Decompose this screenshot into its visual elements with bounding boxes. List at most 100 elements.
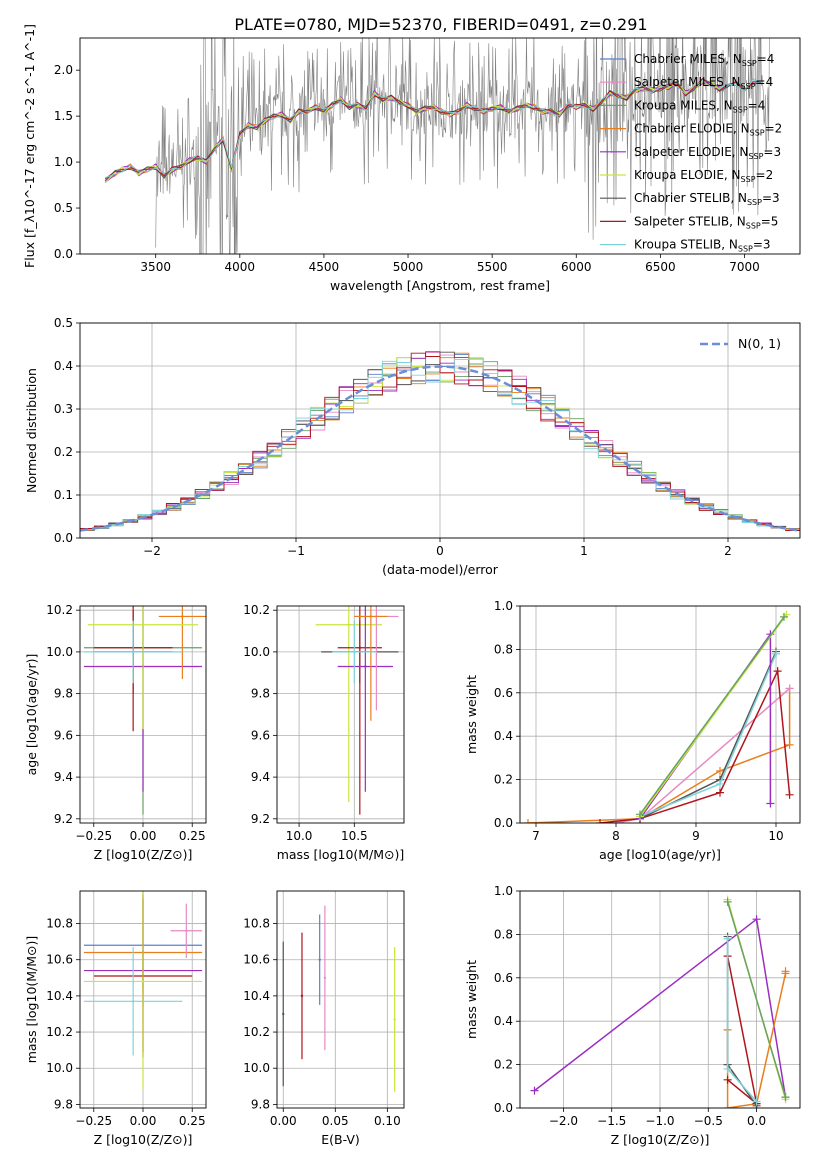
y-tick-label: 1.0 <box>494 884 513 898</box>
axes-frame <box>276 890 405 1109</box>
x-tick-label: 0.00 <box>130 829 157 843</box>
x-axis-label: Z [log10(Z/Z⊙)] <box>94 1132 193 1147</box>
series-marker <box>752 915 761 924</box>
series-marker <box>524 819 532 823</box>
y-axis-label: Normed distribution <box>24 368 39 493</box>
x-tick-label: 7 <box>532 829 540 843</box>
data-point <box>282 1012 285 1016</box>
data-point <box>369 615 373 618</box>
series-marker <box>766 799 775 808</box>
y-tick-label: 10.2 <box>46 1025 73 1039</box>
y-tick-label: 9.6 <box>54 728 73 742</box>
y-tick-label: 0.3 <box>54 402 73 416</box>
data-point <box>358 646 362 649</box>
data-point <box>141 623 145 626</box>
y-tick-label: 9.2 <box>54 812 73 826</box>
x-tick-label: 5500 <box>477 260 508 274</box>
plot-area <box>282 905 396 1092</box>
series-line-kroupa_stelib <box>639 653 777 818</box>
data-point <box>141 980 145 983</box>
y-axis-label: age [log10(age/yr)] <box>24 654 39 776</box>
series-marker <box>773 667 782 676</box>
x-tick-label: 6500 <box>645 260 676 274</box>
plot-area <box>104 38 770 254</box>
x-tick-label: 2 <box>724 544 732 558</box>
data-point <box>131 1000 135 1003</box>
x-tick-label: 4000 <box>225 260 256 274</box>
series-line-kroupa_elodie <box>639 614 788 817</box>
x-tick-label: −2.0 <box>549 1114 578 1128</box>
data-point <box>300 994 304 998</box>
x-tick-label: 10 <box>768 829 783 843</box>
y-tick-label: 10.2 <box>46 603 73 617</box>
y-tick-label: 9.8 <box>251 687 270 701</box>
y-tick-label: 1.5 <box>54 109 73 123</box>
legend: Chabrier MILES, NSSP=4 Salpeter MILES, NS… <box>600 52 782 254</box>
series-line-kroupa_stelib <box>726 938 758 1102</box>
axes-frame <box>79 37 801 255</box>
histogram-kroupa_stelib <box>80 357 800 530</box>
y-axis-label: mass weight <box>464 675 479 754</box>
x-axis-label: (data-model)/error <box>382 562 499 577</box>
y-tick-label: 0.2 <box>54 445 73 459</box>
series-marker <box>716 788 724 797</box>
axes-frame <box>79 605 207 824</box>
plot-area <box>83 891 203 1090</box>
age_vs_mass-axes: 10.0 10.5 9.2 9.4 9.6 9.8 10.0 10.2 mass [log10(… <box>243 603 405 862</box>
x-tick-label: 1 <box>580 544 588 558</box>
x-tick-label: −0.5 <box>694 1114 723 1128</box>
x-tick-label: 0.05 <box>322 1114 349 1128</box>
data-point <box>347 623 350 626</box>
series-line-chabrier_stelib <box>639 651 777 820</box>
x-tick-label: 10.5 <box>341 829 368 843</box>
x-tick-label: 10.0 <box>286 829 313 843</box>
legend-label: Kroupa STELIB, NSSP=3 <box>634 238 771 254</box>
series-line-salpeter_miles <box>615 687 791 823</box>
x-tick-label: 0.00 <box>270 1114 297 1128</box>
series-marker <box>716 779 724 788</box>
series-marker <box>781 967 790 976</box>
series-marker <box>752 1097 761 1106</box>
series-marker <box>785 790 794 799</box>
y-tick-label: 0.0 <box>54 247 73 261</box>
y-tick-label: 0.6 <box>494 971 513 985</box>
x-tick-label: 8 <box>612 829 620 843</box>
x-axis-label: Z [log10(Z/Z⊙)] <box>94 847 193 862</box>
series-marker <box>716 766 724 775</box>
series-marker <box>596 819 604 823</box>
series-line-salpeter_stelib <box>599 668 791 823</box>
y-tick-label: 9.4 <box>251 770 270 784</box>
series-marker <box>636 810 644 819</box>
y-tick-label: 0.5 <box>54 316 73 330</box>
age_vs_Z-axes: −0.25 0.00 0.25 9.2 9.4 9.6 9.8 10.0 10.2 Z [log1… <box>24 603 207 862</box>
x-axis-label: mass [log10(M/M⊙)] <box>277 847 405 862</box>
axes-frame <box>276 605 405 824</box>
y-tick-label: 0.6 <box>494 686 513 700</box>
data-point <box>318 958 321 961</box>
x-tick-label: −0.25 <box>75 829 112 843</box>
plot-area <box>530 895 790 1108</box>
y-tick-label: 10.8 <box>46 917 73 931</box>
model-line-chabrier_stelib <box>104 78 762 182</box>
series-marker <box>780 612 788 621</box>
series-marker <box>781 1093 790 1102</box>
y-tick-label: 10.6 <box>46 953 73 967</box>
legend-label: Kroupa MILES, NSSP=4 <box>634 98 765 114</box>
axes-frame <box>519 605 801 824</box>
series-marker <box>785 684 794 693</box>
axes-frame <box>79 322 801 539</box>
spectrum-axes: 3500 4000 4500 5000 5500 6000 6500 7000 0.0 0.5 1.… <box>22 24 801 293</box>
massweight_vs_age-axes: 7 8 9 10 0.0 0.2 0.4 0.6 0.8 1.0 age [log10(age/yr… <box>464 599 801 862</box>
series-marker <box>723 1075 732 1084</box>
y-tick-label: 0.5 <box>54 201 73 215</box>
residuals-axes: −2 −1 0 1 2 0.0 0.1 0.2 0.3 0.4 0.5 (data-model)/er… <box>24 316 801 577</box>
y-tick-label: 9.8 <box>251 1097 270 1111</box>
x-tick-label: 9 <box>692 829 700 843</box>
x-axis-label: wavelength [Angstrom, rest frame] <box>330 278 550 293</box>
y-tick-label: 9.4 <box>54 770 73 784</box>
data-point <box>364 665 367 668</box>
data-point <box>353 650 356 654</box>
x-tick-label: 4500 <box>309 260 340 274</box>
y-tick-label: 0.8 <box>494 642 513 656</box>
